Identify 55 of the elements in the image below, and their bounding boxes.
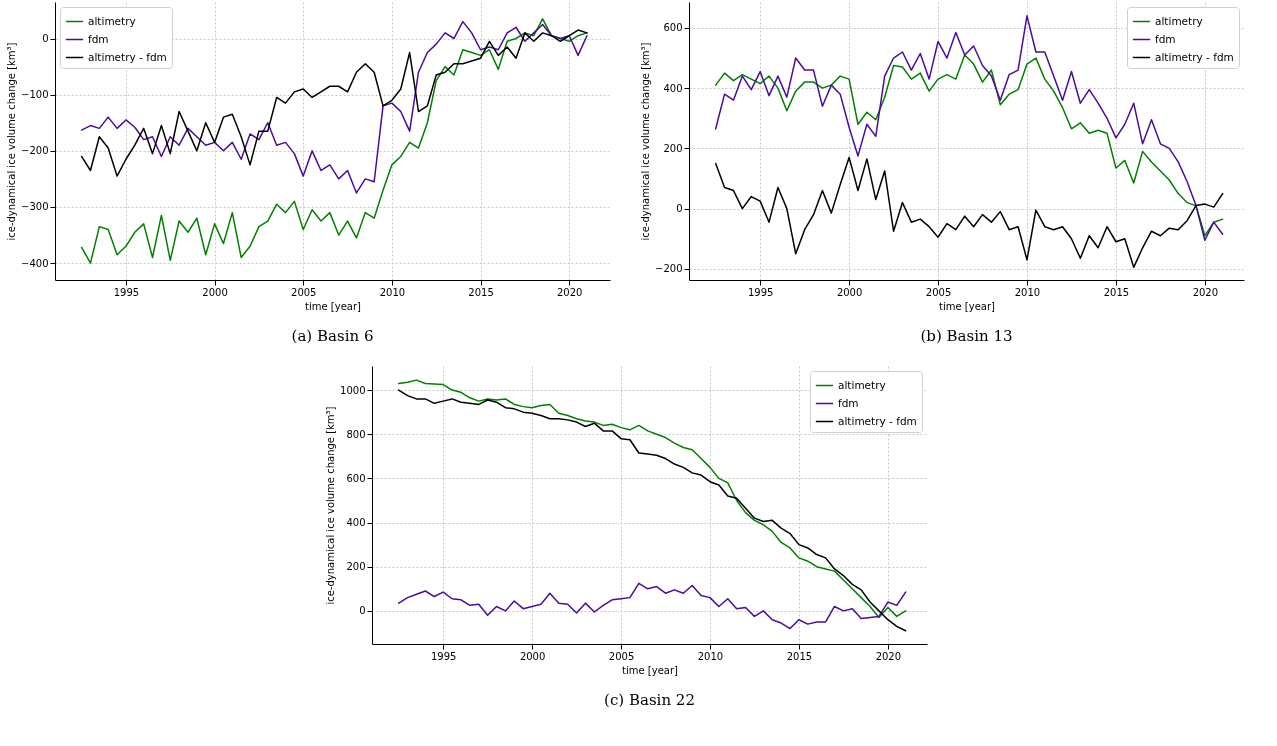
x-tick-label: 2010 [1014, 286, 1041, 298]
x-tick-label: 2015 [468, 286, 494, 298]
x-tick-label: 2020 [556, 286, 583, 298]
y-tick-label: 400 [663, 82, 683, 94]
legend-label: fdm [88, 32, 109, 45]
x-tick-label: 2020 [875, 650, 902, 662]
legend-label: altimetry - fdm [88, 50, 167, 63]
x-tick-label: 2005 [291, 286, 317, 298]
y-tick-label: 200 [663, 142, 683, 154]
x-tick-label: 2010 [379, 286, 406, 298]
y-tick-label: 800 [346, 428, 366, 440]
y-tick-label: 600 [346, 472, 366, 484]
x-axis-title: time [year] [939, 300, 996, 312]
x-tick-label: 2020 [1192, 286, 1219, 298]
x-tick-label: 1995 [113, 286, 140, 298]
legend-label: altimetry - fdm [838, 414, 917, 427]
legend-label: fdm [838, 396, 859, 409]
y-tick-label: 0 [42, 33, 49, 45]
y-axis-title: ice-dynamical ice volume change [km³] [640, 42, 652, 241]
y-axis-title: ice-dynamical ice volume change [km³] [325, 406, 337, 605]
legend-label: fdm [1155, 32, 1176, 45]
y-tick-label: 200 [346, 561, 366, 573]
x-tick-label: 2000 [519, 650, 546, 662]
x-tick-label: 1995 [430, 650, 457, 662]
y-tick-label: 400 [346, 517, 366, 529]
legend-label: altimetry [838, 378, 886, 391]
text: (c) Basin 22 [604, 691, 695, 709]
x-tick-label: 2005 [608, 650, 635, 662]
line-series [714, 156, 1224, 269]
y-tick-label: −400 [21, 257, 49, 269]
x-tick-label: 2000 [836, 286, 863, 298]
x-tick-label: 2015 [1103, 286, 1130, 298]
line-series [80, 18, 588, 264]
x-tick-label: 1995 [747, 286, 774, 298]
y-tick-label: −200 [21, 145, 49, 157]
y-axis-title: ice-dynamical ice volume change [km³] [6, 42, 18, 241]
y-tick-label: 0 [676, 203, 683, 215]
y-tick-label: 600 [663, 22, 683, 34]
y-tick-label: −100 [21, 89, 49, 101]
text: (b) Basin 13 [920, 327, 1013, 345]
text: (a) Basin 6 [291, 327, 374, 345]
x-axis-title: time [year] [622, 664, 679, 676]
line-series [397, 582, 907, 630]
y-tick-label: −300 [21, 201, 49, 213]
legend-label: altimetry [1155, 14, 1203, 27]
y-tick-label: −200 [655, 263, 683, 275]
x-tick-label: 2015 [786, 650, 813, 662]
x-tick-label: 2000 [202, 286, 228, 298]
legend-label: altimetry - fdm [1155, 50, 1234, 63]
x-tick-label: 2010 [697, 650, 724, 662]
y-tick-label: 0 [359, 605, 366, 617]
x-tick-label: 2005 [925, 286, 952, 298]
x-axis-title: time [year] [305, 300, 362, 312]
legend-label: altimetry [88, 14, 136, 27]
y-tick-label: 1000 [340, 384, 366, 396]
